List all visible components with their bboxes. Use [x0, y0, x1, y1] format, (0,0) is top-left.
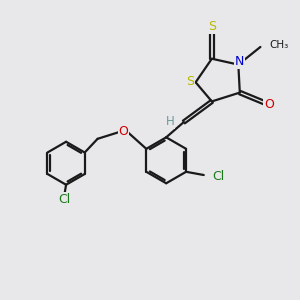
Text: CH₃: CH₃ — [269, 40, 289, 50]
Text: S: S — [186, 75, 194, 88]
Text: O: O — [264, 98, 274, 111]
Text: Cl: Cl — [58, 193, 71, 206]
Text: S: S — [208, 20, 216, 33]
Text: Cl: Cl — [213, 170, 225, 183]
Text: O: O — [118, 125, 128, 138]
Text: H: H — [166, 115, 174, 128]
Text: N: N — [235, 55, 244, 68]
